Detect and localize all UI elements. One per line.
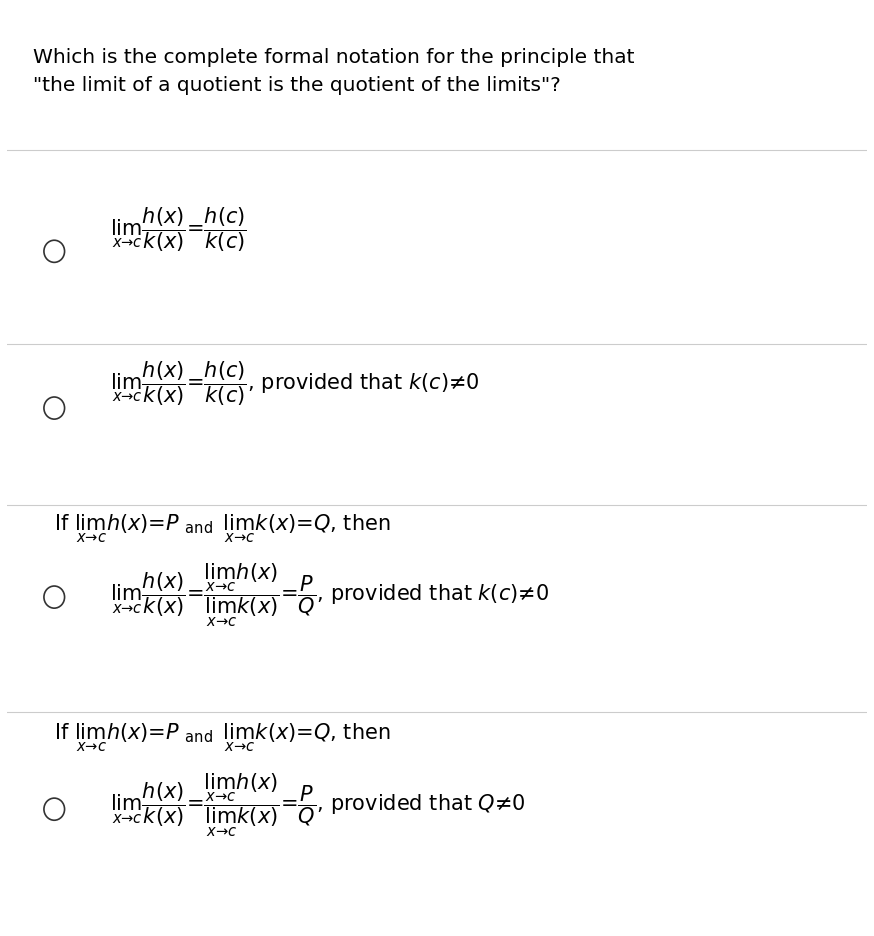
Text: $\lim_{x \to c} \dfrac{h(x)}{k(x)} = \dfrac{h(c)}{k(c)}$, provided that $k(c) \n: $\lim_{x \to c} \dfrac{h(x)}{k(x)} = \df… [110, 359, 480, 408]
Text: $\lim_{x \to c} \dfrac{h(x)}{k(x)} = \dfrac{\lim_{x \to c} h(x)}{\lim_{x \to c} : $\lim_{x \to c} \dfrac{h(x)}{k(x)} = \df… [110, 562, 549, 629]
Text: If $\lim_{x \to c} h(x) = P$ $_{\text{and}}$ $\lim_{x \to c} k(x) = Q$, then: If $\lim_{x \to c} h(x) = P$ $_{\text{an… [54, 512, 391, 545]
Text: Which is the complete formal notation for the principle that: Which is the complete formal notation fo… [32, 49, 635, 67]
Text: If $\lim_{x \to c} h(x) = P$ $_{\text{and}}$ $\lim_{x \to c} k(x) = Q$, then: If $\lim_{x \to c} h(x) = P$ $_{\text{an… [54, 722, 391, 753]
Text: "the limit of a quotient is the quotient of the limits"?: "the limit of a quotient is the quotient… [32, 76, 560, 95]
Text: $\lim_{x \to c} \dfrac{h(x)}{k(x)} = \dfrac{h(c)}{k(c)}$: $\lim_{x \to c} \dfrac{h(x)}{k(x)} = \df… [110, 205, 247, 254]
Text: $\lim_{x \to c} \dfrac{h(x)}{k(x)} = \dfrac{\lim_{x \to c} h(x)}{\lim_{x \to c} : $\lim_{x \to c} \dfrac{h(x)}{k(x)} = \df… [110, 772, 526, 840]
